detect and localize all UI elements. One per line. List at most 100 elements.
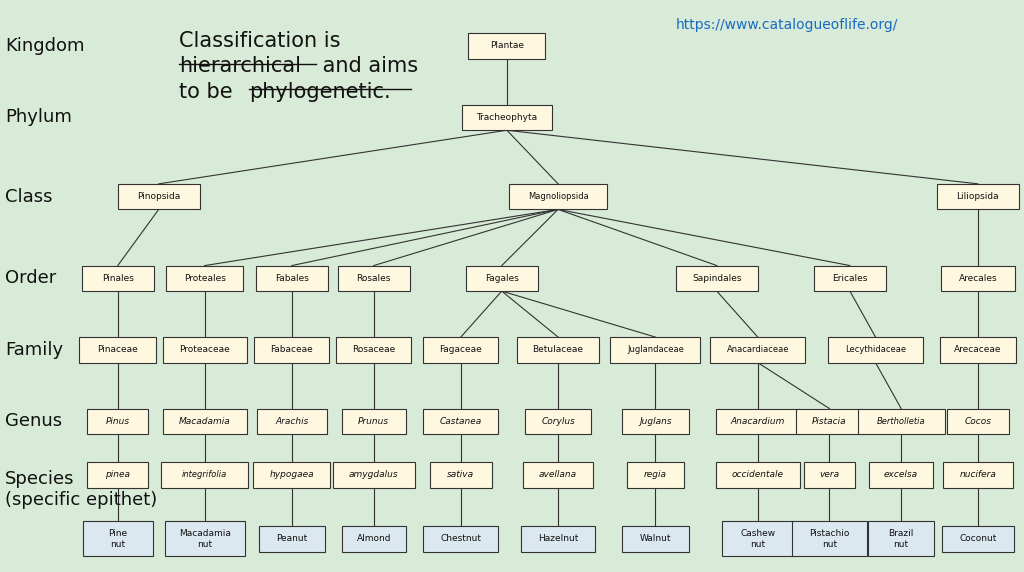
Text: Pinopsida: Pinopsida (137, 192, 180, 201)
Text: Fabales: Fabales (274, 274, 309, 283)
Text: Arecales: Arecales (958, 274, 997, 283)
FancyBboxPatch shape (804, 462, 855, 488)
FancyBboxPatch shape (676, 265, 758, 291)
Text: to be: to be (179, 82, 240, 102)
FancyBboxPatch shape (858, 408, 944, 434)
Text: Family: Family (5, 341, 63, 359)
Text: Castanea: Castanea (439, 417, 482, 426)
FancyBboxPatch shape (254, 337, 329, 363)
FancyBboxPatch shape (937, 184, 1019, 209)
Text: Arecaceae: Arecaceae (954, 345, 1001, 354)
FancyBboxPatch shape (430, 462, 492, 488)
FancyBboxPatch shape (509, 184, 607, 209)
FancyBboxPatch shape (814, 265, 886, 291)
Text: Corylus: Corylus (541, 417, 575, 426)
Text: Species
(specific epithet): Species (specific epithet) (5, 470, 158, 509)
Text: Walnut: Walnut (640, 534, 671, 543)
Text: Pinales: Pinales (101, 274, 134, 283)
FancyBboxPatch shape (466, 265, 538, 291)
Text: hierarchical: hierarchical (179, 56, 301, 76)
FancyBboxPatch shape (793, 522, 866, 556)
FancyBboxPatch shape (338, 265, 410, 291)
Text: Phylum: Phylum (5, 109, 72, 126)
Text: vera: vera (819, 470, 840, 479)
Text: Rosales: Rosales (356, 274, 391, 283)
FancyBboxPatch shape (342, 526, 406, 551)
Text: Sapindales: Sapindales (692, 274, 741, 283)
FancyBboxPatch shape (827, 337, 924, 363)
FancyBboxPatch shape (165, 522, 245, 556)
Text: Rosaceae: Rosaceae (352, 345, 395, 354)
FancyBboxPatch shape (87, 462, 148, 488)
Text: amygdalus: amygdalus (349, 470, 398, 479)
FancyBboxPatch shape (87, 408, 148, 434)
FancyBboxPatch shape (342, 408, 406, 434)
Text: Fagales: Fagales (484, 274, 519, 283)
Text: Kingdom: Kingdom (5, 37, 85, 55)
FancyBboxPatch shape (716, 462, 800, 488)
Text: Prunus: Prunus (358, 417, 389, 426)
FancyBboxPatch shape (257, 408, 327, 434)
FancyBboxPatch shape (943, 462, 1013, 488)
Text: Betulaceae: Betulaceae (532, 345, 584, 354)
FancyBboxPatch shape (722, 522, 794, 556)
Text: Magnoliopsida: Magnoliopsida (527, 192, 589, 201)
FancyBboxPatch shape (166, 265, 244, 291)
FancyBboxPatch shape (162, 462, 248, 488)
FancyBboxPatch shape (118, 184, 200, 209)
FancyBboxPatch shape (517, 337, 599, 363)
FancyBboxPatch shape (163, 408, 247, 434)
Text: Proteaceae: Proteaceae (179, 345, 230, 354)
Text: Cashew
nut: Cashew nut (740, 529, 775, 549)
Text: Proteales: Proteales (184, 274, 225, 283)
Text: Lecythidaceae: Lecythidaceae (845, 345, 906, 354)
Text: Hazelnut: Hazelnut (538, 534, 579, 543)
FancyBboxPatch shape (258, 526, 325, 551)
Text: regia: regia (644, 470, 667, 479)
Text: Arachis: Arachis (275, 417, 308, 426)
Text: Anacardium: Anacardium (730, 417, 785, 426)
Text: Classification is: Classification is (179, 31, 341, 51)
FancyBboxPatch shape (333, 462, 415, 488)
Text: Pinaceae: Pinaceae (97, 345, 138, 354)
FancyBboxPatch shape (523, 462, 593, 488)
FancyBboxPatch shape (336, 337, 412, 363)
FancyBboxPatch shape (940, 337, 1016, 363)
Text: Juglandaceae: Juglandaceae (627, 345, 684, 354)
FancyBboxPatch shape (462, 105, 552, 130)
Text: Macadamia
nut: Macadamia nut (179, 529, 230, 549)
Text: Fagaceae: Fagaceae (439, 345, 482, 354)
Text: Pistachio
nut: Pistachio nut (809, 529, 850, 549)
Text: Liliopsida: Liliopsida (956, 192, 999, 201)
FancyBboxPatch shape (424, 408, 499, 434)
Text: Pistacia: Pistacia (812, 417, 847, 426)
FancyBboxPatch shape (163, 337, 247, 363)
Text: Fabaceae: Fabaceae (270, 345, 313, 354)
Text: sativa: sativa (447, 470, 474, 479)
Text: Bertholletia: Bertholletia (877, 417, 926, 426)
Text: Genus: Genus (5, 412, 62, 430)
Text: Ericales: Ericales (833, 274, 867, 283)
FancyBboxPatch shape (797, 408, 862, 434)
Text: Plantae: Plantae (489, 41, 524, 50)
Text: phylogenetic.: phylogenetic. (249, 82, 390, 102)
Text: avellana: avellana (539, 470, 578, 479)
Text: Chestnut: Chestnut (440, 534, 481, 543)
FancyBboxPatch shape (424, 526, 499, 551)
Text: excelsa: excelsa (884, 470, 919, 479)
Text: Coconut: Coconut (959, 534, 996, 543)
FancyBboxPatch shape (521, 526, 596, 551)
FancyBboxPatch shape (424, 337, 499, 363)
FancyBboxPatch shape (627, 462, 684, 488)
FancyBboxPatch shape (610, 337, 700, 363)
FancyBboxPatch shape (83, 522, 153, 556)
FancyBboxPatch shape (623, 526, 689, 551)
Text: Class: Class (5, 188, 52, 205)
FancyBboxPatch shape (947, 408, 1009, 434)
Text: Brazil
nut: Brazil nut (889, 529, 913, 549)
Text: Pinus: Pinus (105, 417, 130, 426)
Text: Macadamia: Macadamia (179, 417, 230, 426)
FancyBboxPatch shape (711, 337, 805, 363)
FancyBboxPatch shape (868, 462, 934, 488)
Text: Almond: Almond (356, 534, 391, 543)
